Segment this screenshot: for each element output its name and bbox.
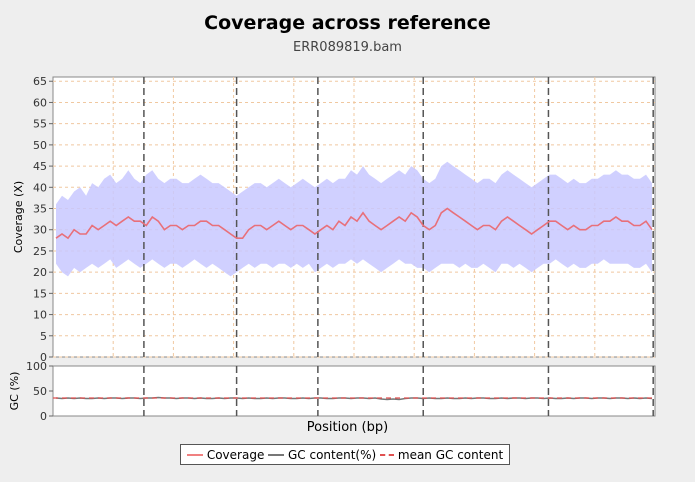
legend-swatch-mean-gc (379, 453, 394, 456)
legend-swatch-coverage (186, 453, 203, 456)
coverage-y-tick-label: 25 (33, 245, 47, 258)
coverage-y-tick-label: 10 (33, 309, 47, 322)
legend: Coverage GC content(%) mean GC content (180, 444, 510, 465)
gc-y-tick-label: 0 (40, 410, 47, 423)
legend-swatch-gc (268, 453, 284, 456)
x-axis-label: Position (bp) (306, 420, 389, 435)
coverage-y-tick-label: 55 (33, 118, 47, 131)
coverage-y-tick-label: 40 (33, 181, 47, 194)
legend-label-coverage: Coverage (206, 447, 265, 462)
coverage-y-tick-label: 65 (33, 75, 47, 88)
coverage-y-tick-label: 15 (33, 287, 47, 300)
gc-y-axis-label: GC (%) (8, 372, 21, 411)
gc-panel (52, 365, 656, 417)
legend-label-gc: GC content(%) (288, 447, 377, 462)
coverage-y-tick-label: 20 (33, 266, 47, 279)
legend-label-mean-gc: mean GC content (397, 447, 504, 462)
coverage-y-axis-label: Coverage (X) (12, 181, 25, 253)
coverage-y-tick-label: 60 (33, 96, 47, 109)
coverage-y-tick-label: 30 (33, 224, 47, 237)
coverage-y-tick-label: 45 (33, 160, 47, 173)
legend-item-mean-gc: mean GC content (379, 447, 504, 462)
legend-item-gc: GC content(%) (268, 448, 376, 462)
legend-item-coverage: Coverage (186, 447, 265, 462)
coverage-line (55, 207, 653, 240)
gc-y-tick-label: 100 (26, 360, 47, 373)
chart-subtitle: ERR089819.bam (293, 40, 402, 55)
coverage-y-tick-label: 5 (40, 330, 47, 343)
coverage-y-tick-label: 50 (33, 139, 47, 152)
chart-title: Coverage across reference (204, 12, 491, 34)
coverage-y-tick-label: 35 (33, 203, 47, 216)
coverage-y-tick-label: 0 (40, 351, 47, 364)
gc-y-tick-label: 50 (33, 385, 47, 398)
